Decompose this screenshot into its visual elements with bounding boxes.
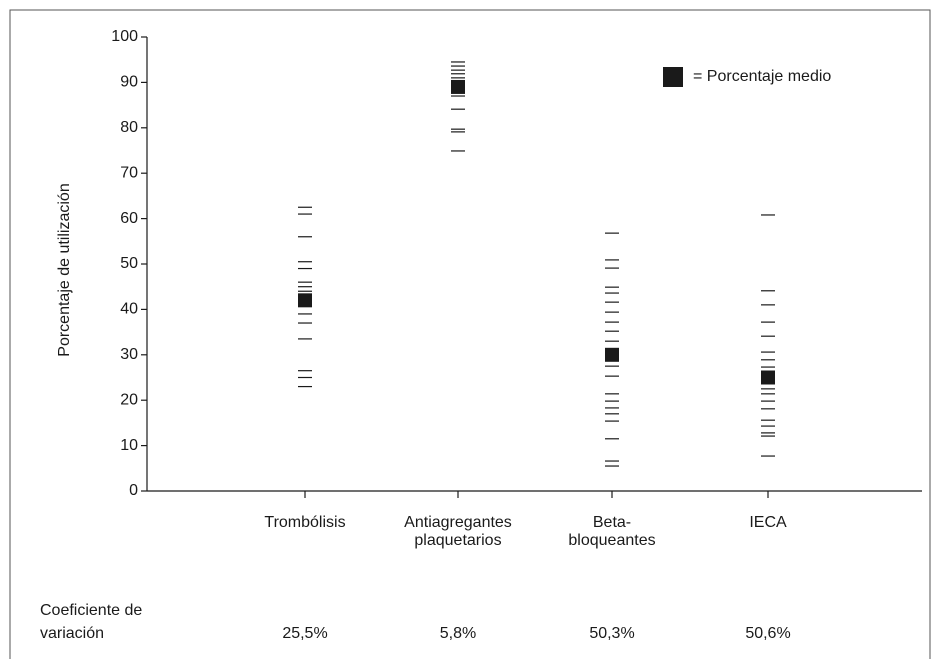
- x-tick-label: IECA: [749, 514, 787, 531]
- legend-label: = Porcentaje medio: [693, 68, 831, 85]
- x-tick-label: plaquetarios: [414, 532, 501, 549]
- legend-swatch: [663, 67, 683, 87]
- mean-marker: [761, 370, 775, 385]
- y-tick-label: 0: [129, 482, 138, 499]
- y-tick-label: 20: [120, 391, 138, 408]
- x-tick-label: Trombólisis: [264, 514, 345, 531]
- y-tick-label: 10: [120, 437, 138, 454]
- y-tick-label: 40: [120, 301, 138, 318]
- y-tick-label: 50: [120, 255, 138, 272]
- y-tick-label: 30: [120, 346, 138, 363]
- frame: [9, 9, 931, 659]
- coefficient-label: Coeficiente de: [40, 602, 142, 619]
- y-tick-label: 90: [120, 74, 138, 91]
- x-tick-label: bloqueantes: [568, 532, 655, 549]
- y-tick-label: 60: [120, 210, 138, 227]
- coefficient-value: 5,8%: [440, 625, 476, 642]
- mean-marker: [298, 293, 312, 308]
- y-tick-label: 100: [111, 28, 138, 45]
- coefficient-value: 50,3%: [589, 625, 634, 642]
- x-tick-label: Beta-: [593, 514, 631, 531]
- coefficient-value: 50,6%: [745, 625, 790, 642]
- y-axis-label: Porcentaje de utilización: [56, 183, 73, 356]
- y-tick-label: 70: [120, 164, 138, 181]
- coefficient-value: 25,5%: [282, 625, 327, 642]
- x-tick-label: Antiagregantes: [404, 514, 512, 531]
- mean-marker: [605, 347, 619, 362]
- mean-marker: [451, 79, 465, 94]
- coefficient-label: variación: [40, 625, 104, 642]
- y-tick-label: 80: [120, 119, 138, 136]
